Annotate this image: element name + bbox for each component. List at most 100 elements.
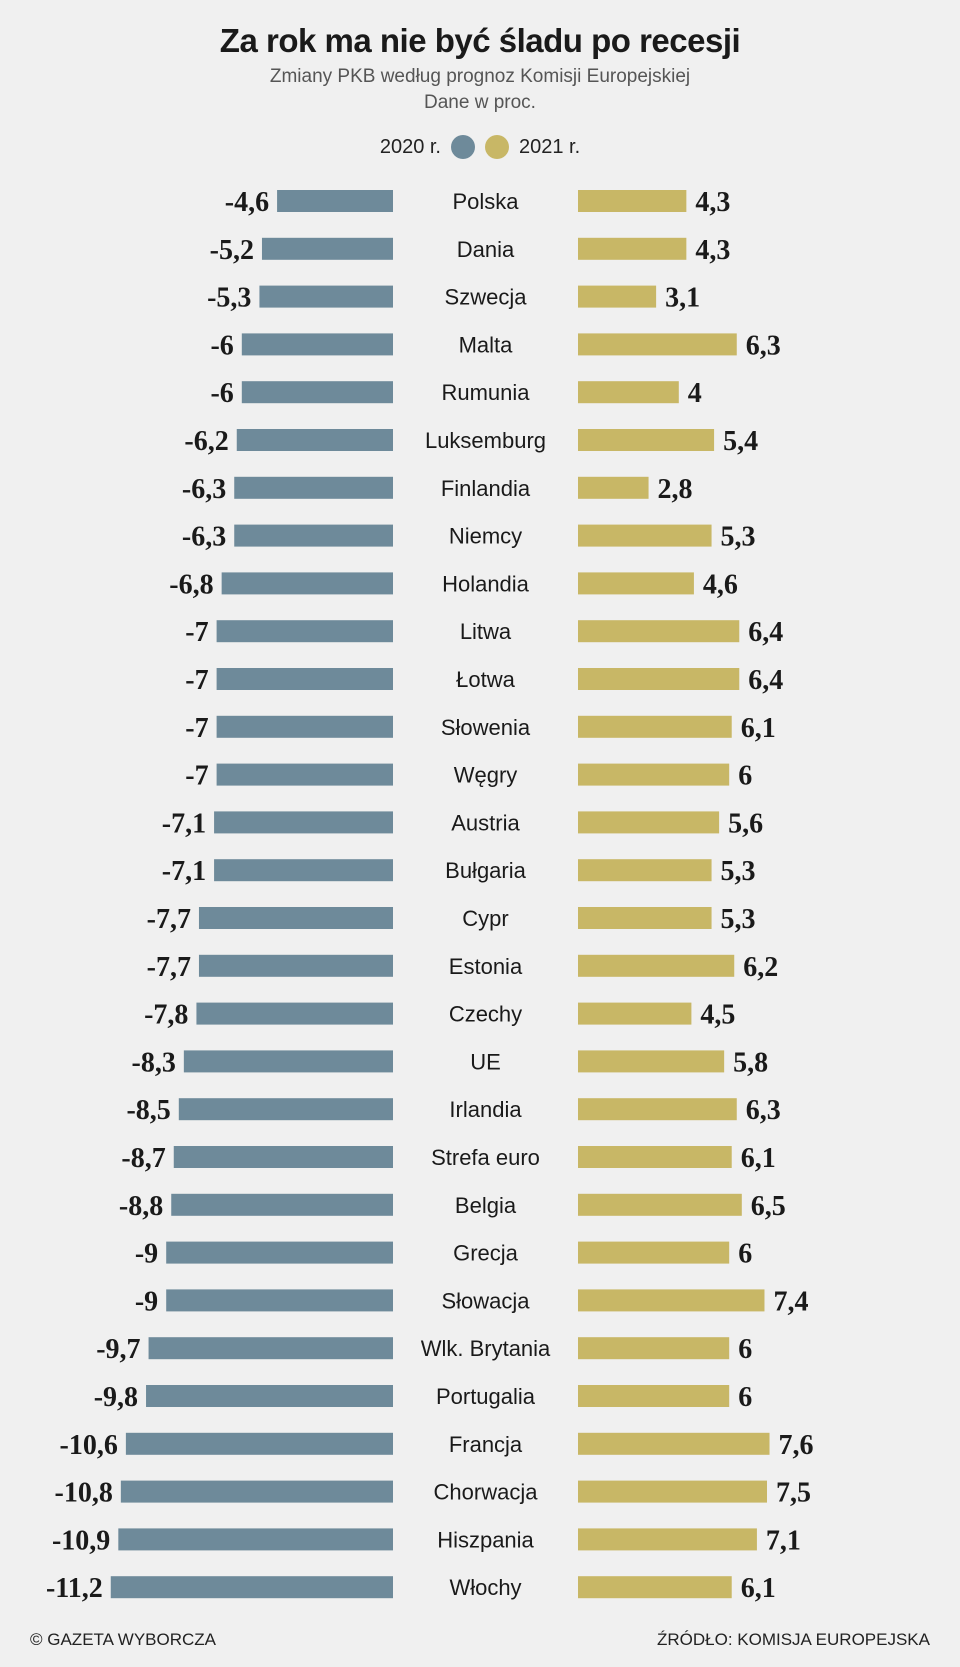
category-label: Irlandia	[449, 1097, 522, 1122]
value-label-2021: 3,1	[665, 283, 700, 314]
category-label: Francja	[449, 1432, 523, 1457]
category-label: Strefa euro	[431, 1145, 540, 1170]
bar-2020	[198, 954, 393, 977]
bar-2020	[241, 333, 393, 356]
value-label-2021: 6	[738, 761, 752, 792]
bar-2020	[118, 1528, 393, 1551]
value-label-2020: -7,8	[144, 1000, 188, 1031]
bar-2021	[578, 429, 715, 451]
value-label-2021: 4	[688, 378, 702, 409]
chart-row: -6,2 Luksemburg 5,4	[184, 426, 758, 457]
bar-2021	[578, 1385, 730, 1407]
bar-2021	[578, 668, 740, 690]
bar-2021	[578, 907, 712, 929]
bar-2020	[236, 429, 393, 451]
category-label: Wlk. Brytania	[421, 1336, 551, 1361]
category-label: Luksemburg	[425, 428, 546, 453]
category-label: Cypr	[462, 906, 508, 931]
bar-2020	[214, 859, 393, 882]
value-label-2021: 7,1	[766, 1525, 801, 1556]
bar-2020	[148, 1337, 393, 1360]
category-label: Malta	[459, 332, 514, 357]
category-label: Litwa	[460, 619, 512, 644]
legend-label-2021: 2021 r.	[519, 135, 581, 158]
chart-title: Za rok ma nie być śladu po recesji	[219, 22, 741, 59]
value-label-2020: -10,9	[52, 1525, 110, 1556]
chart-row: -5,2 Dania 4,3	[210, 235, 731, 266]
chart-row: -6 Rumunia 4	[210, 378, 701, 409]
category-label: Estonia	[449, 954, 523, 979]
chart-row: -7,8 Czechy 4,5	[144, 1000, 735, 1031]
bar-2020	[183, 1050, 393, 1073]
category-label: Słowenia	[441, 715, 531, 740]
bar-2020	[120, 1480, 393, 1503]
bar-2021	[578, 285, 657, 308]
category-label: Chorwacja	[434, 1480, 539, 1505]
value-label-2021: 4,6	[703, 569, 738, 600]
bar-2020	[277, 190, 393, 212]
value-label-2021: 6,2	[743, 952, 778, 983]
bar-2020	[241, 381, 393, 404]
footer-credit: © GAZETA WYBORCZA	[30, 1630, 217, 1649]
category-label: Bułgaria	[445, 858, 526, 883]
chart-row: -6,8 Holandia 4,6	[169, 569, 738, 600]
value-label-2020: -8,7	[121, 1143, 165, 1174]
chart-row: -7 Łotwa 6,4	[185, 665, 783, 696]
value-label-2021: 7,5	[776, 1478, 811, 1509]
bar-2021	[578, 1241, 730, 1264]
value-label-2020: -6,8	[169, 569, 213, 600]
chart-row: -6,3 Finlandia 2,8	[182, 474, 693, 505]
bar-2021	[578, 1193, 742, 1216]
bar-2021	[578, 190, 687, 212]
chart-row: -7,1 Austria 5,6	[162, 808, 763, 839]
bar-2021	[578, 1337, 730, 1360]
value-label-2020: -7,1	[162, 856, 206, 887]
bar-2021	[578, 954, 735, 977]
bar-2021	[578, 859, 712, 882]
category-label: Portugalia	[436, 1384, 536, 1409]
value-label-2020: -7	[185, 761, 208, 792]
value-label-2021: 6,1	[741, 1143, 776, 1174]
category-label: Szwecja	[445, 285, 528, 310]
value-label-2020: -7	[185, 617, 208, 648]
bar-2020	[166, 1289, 393, 1312]
bar-2020	[198, 907, 393, 929]
category-label: Włochy	[449, 1575, 521, 1600]
bar-2020	[110, 1576, 393, 1599]
value-label-2021: 6,1	[741, 1573, 776, 1604]
category-label: UE	[470, 1049, 501, 1074]
bar-2020	[234, 476, 393, 499]
chart-row: -9 Słowacja 7,4	[135, 1286, 809, 1317]
value-label-2021: 5,4	[723, 426, 758, 457]
category-label: Finlandia	[441, 476, 531, 501]
bar-2021	[578, 1528, 757, 1551]
value-label-2021: 5,3	[721, 856, 756, 887]
bar-2020	[259, 285, 393, 308]
chart-row: -7,1 Bułgaria 5,3	[162, 856, 756, 887]
value-label-2021: 6,4	[748, 665, 783, 696]
bar-2021	[578, 381, 679, 404]
bar-2021	[578, 1480, 767, 1503]
bar-2021	[578, 620, 740, 643]
category-label: Belgia	[455, 1193, 517, 1218]
value-label-2021: 5,8	[733, 1047, 768, 1078]
bar-2021	[578, 524, 712, 547]
value-label-2020: -7	[185, 713, 208, 744]
bar-2020	[214, 811, 393, 834]
chart-row: -8,5 Irlandia 6,3	[126, 1095, 780, 1126]
chart-row: -8,3 UE 5,8	[132, 1047, 769, 1078]
bar-2020	[234, 524, 393, 547]
category-label: Rumunia	[441, 380, 530, 405]
value-label-2020: -7,7	[147, 952, 191, 983]
value-label-2021: 2,8	[658, 474, 693, 505]
chart-subtitle: Zmiany PKB według prognoz Komisji Europe…	[269, 66, 691, 87]
legend: 2020 r. 2021 r.	[0, 135, 960, 159]
chart-row: -7,7 Cypr 5,3	[147, 904, 756, 935]
value-label-2020: -9,7	[96, 1334, 140, 1365]
value-label-2021: 5,3	[721, 522, 756, 553]
value-label-2021: 6,5	[751, 1191, 786, 1222]
value-label-2021: 5,3	[721, 904, 756, 935]
value-label-2020: -8,8	[119, 1191, 163, 1222]
chart-row: -6,3 Niemcy 5,3	[182, 522, 756, 553]
